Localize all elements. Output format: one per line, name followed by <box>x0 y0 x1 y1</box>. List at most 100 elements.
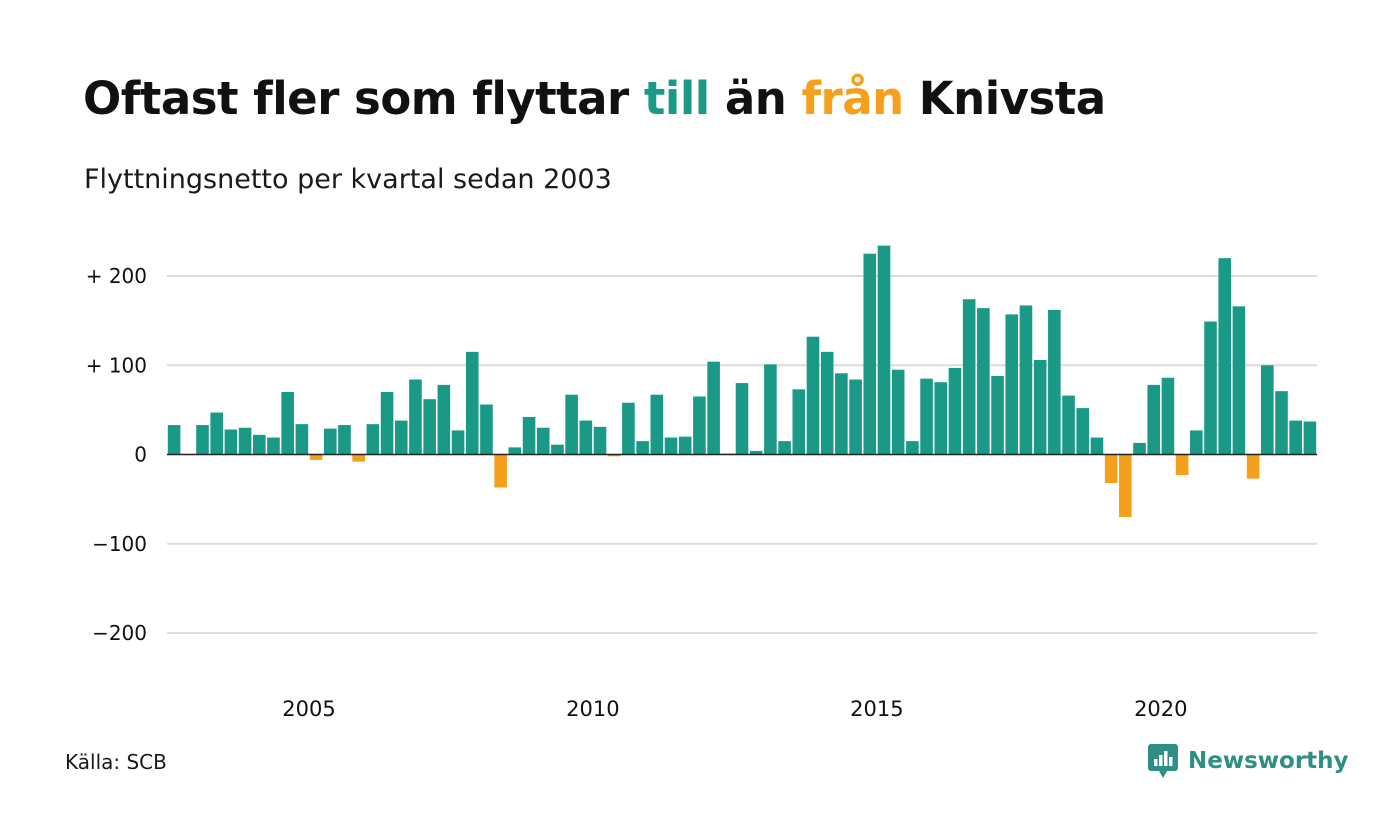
bar <box>1133 442 1146 455</box>
bar <box>451 430 465 455</box>
bar <box>1190 430 1203 455</box>
bar <box>977 308 990 455</box>
bar <box>778 441 791 455</box>
bar <box>338 425 351 455</box>
bar <box>636 441 649 455</box>
title-highlight-till: till <box>643 72 710 125</box>
bar <box>1147 384 1161 455</box>
title-highlight-fran: från <box>801 72 904 125</box>
bar <box>423 399 436 455</box>
bar <box>792 389 806 455</box>
bar <box>934 382 948 455</box>
bar <box>1232 306 1246 455</box>
title-part-1: Oftast fler som flyttar <box>83 72 644 125</box>
bar <box>707 361 720 455</box>
source-credit: Källa: SCB <box>65 750 167 774</box>
bar <box>607 454 621 457</box>
bar <box>252 434 266 455</box>
bar <box>295 424 309 455</box>
chart-title: Oftast fler som flyttar till än från Kni… <box>83 72 1106 125</box>
bar <box>678 436 692 455</box>
bar <box>735 383 749 455</box>
bar <box>1204 321 1217 455</box>
bar <box>536 427 550 455</box>
title-part-2: än <box>709 72 802 125</box>
bar <box>1303 421 1317 455</box>
title-part-3: Knivsta <box>903 72 1106 125</box>
bar <box>323 428 337 455</box>
bar <box>991 375 1004 455</box>
bar <box>480 404 493 455</box>
y-tick-label: −200 <box>92 621 147 645</box>
x-tick-label: 2015 <box>850 697 903 721</box>
bar <box>380 392 394 455</box>
bar <box>877 245 891 455</box>
y-tick-label: −100 <box>92 532 147 556</box>
bar <box>579 420 593 455</box>
bar <box>849 379 862 455</box>
bar <box>1076 408 1090 455</box>
bar <box>1289 420 1302 455</box>
x-tick-label: 2005 <box>282 697 335 721</box>
bar <box>806 336 820 455</box>
bar <box>1161 377 1175 455</box>
x-tick-label: 2010 <box>566 697 619 721</box>
bar <box>1175 454 1189 476</box>
bar <box>352 454 365 462</box>
bar <box>1019 305 1033 455</box>
bar <box>1090 437 1104 455</box>
bar <box>465 351 479 455</box>
bar <box>664 437 678 455</box>
bar <box>210 412 223 455</box>
bar <box>1261 365 1274 455</box>
bar <box>835 373 848 455</box>
brand-name: Newsworthy <box>1188 748 1349 774</box>
bar <box>238 427 252 455</box>
y-tick-label: 0 <box>134 443 147 467</box>
bar <box>1246 454 1260 479</box>
bar <box>906 441 919 455</box>
bar <box>962 299 976 455</box>
bar <box>764 364 777 455</box>
y-tick-label: + 100 <box>86 353 147 377</box>
bar <box>394 420 408 455</box>
bar <box>409 379 422 455</box>
bar <box>863 253 877 455</box>
x-tick-label: 2020 <box>1134 697 1187 721</box>
bar <box>948 367 962 455</box>
bar <box>593 426 607 455</box>
bar <box>565 394 578 455</box>
bar <box>267 437 280 455</box>
bar <box>167 425 181 455</box>
bar <box>522 417 536 455</box>
bar <box>1062 395 1075 455</box>
bar <box>1275 391 1288 455</box>
bar <box>1218 258 1232 455</box>
bar <box>1104 454 1118 484</box>
bar <box>508 447 522 455</box>
bar <box>1005 314 1019 455</box>
bar <box>551 444 564 455</box>
bar <box>622 402 635 455</box>
bar <box>1033 359 1047 455</box>
bar <box>309 454 323 460</box>
bar <box>494 454 507 488</box>
brand: Newsworthy <box>1148 744 1349 778</box>
newsworthy-chart-bubble-icon <box>1148 744 1178 778</box>
bar <box>693 396 706 455</box>
bar <box>366 424 380 455</box>
bar <box>820 351 834 455</box>
bar <box>1119 454 1132 517</box>
chart-subtitle: Flyttningsnetto per kvartal sedan 2003 <box>84 164 612 195</box>
bar <box>196 425 209 455</box>
y-tick-label: + 200 <box>86 264 147 288</box>
bar <box>281 392 294 455</box>
bar <box>224 429 238 455</box>
bar <box>650 394 664 455</box>
bar <box>749 450 763 455</box>
bar <box>920 378 933 455</box>
bar <box>1048 309 1061 455</box>
bar <box>437 384 451 455</box>
bar <box>891 369 905 455</box>
